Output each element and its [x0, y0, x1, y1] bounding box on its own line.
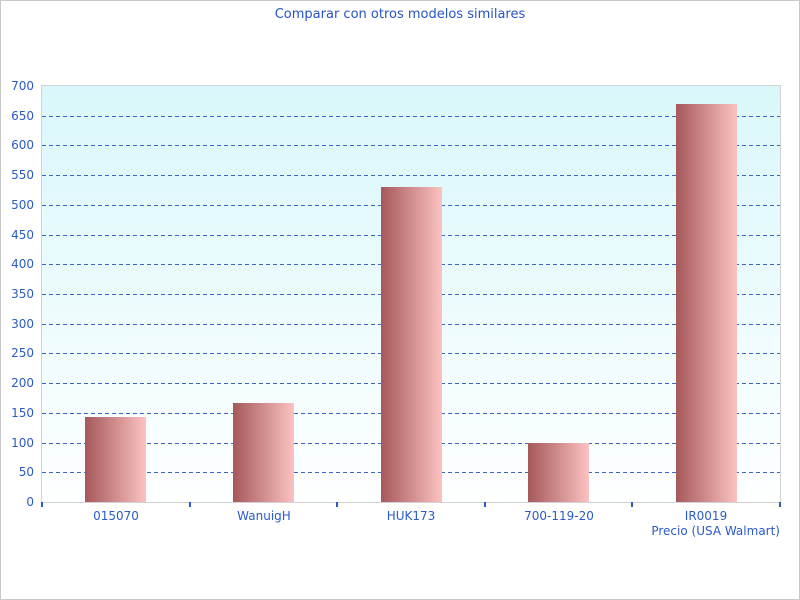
- y-tick-label: 700: [11, 79, 34, 93]
- x-category-label: IR0019: [684, 509, 728, 523]
- gridline: [42, 175, 780, 176]
- chart-title: Comparar con otros modelos similares: [274, 7, 526, 22]
- y-tick-label: 250: [11, 346, 34, 360]
- gridline: [42, 145, 780, 146]
- plot-area: [41, 85, 781, 503]
- y-tick-label: 50: [18, 465, 34, 479]
- x-tick: [484, 502, 486, 507]
- bar: [528, 443, 589, 502]
- x-category-label: HUK173: [386, 509, 436, 523]
- bar: [381, 187, 442, 502]
- x-tick: [189, 502, 191, 507]
- y-tick-label: 550: [11, 168, 34, 182]
- y-tick-label: 400: [11, 257, 34, 271]
- y-tick-label: 450: [11, 228, 34, 242]
- y-tick-label: 100: [11, 436, 34, 450]
- y-tick-label: 300: [11, 317, 34, 331]
- y-tick-label: 150: [11, 406, 34, 420]
- x-tick: [41, 502, 43, 507]
- y-tick-label: 650: [11, 109, 34, 123]
- x-tick: [336, 502, 338, 507]
- y-tick-label: 0: [26, 495, 34, 509]
- x-category-label: 015070: [93, 509, 139, 523]
- x-category-label: WanuigH: [237, 509, 291, 523]
- bar: [676, 104, 737, 502]
- y-tick-label: 500: [11, 198, 34, 212]
- x-axis-title: Precio (USA Walmart): [651, 524, 780, 538]
- bar: [85, 417, 146, 502]
- x-tick: [779, 502, 781, 507]
- gridline: [42, 116, 780, 117]
- y-tick-label: 600: [11, 138, 34, 152]
- bar: [233, 403, 294, 502]
- x-category-label: 700-119-20: [524, 509, 594, 523]
- y-tick-label: 350: [11, 287, 34, 301]
- x-tick: [631, 502, 633, 507]
- y-tick-label: 200: [11, 376, 34, 390]
